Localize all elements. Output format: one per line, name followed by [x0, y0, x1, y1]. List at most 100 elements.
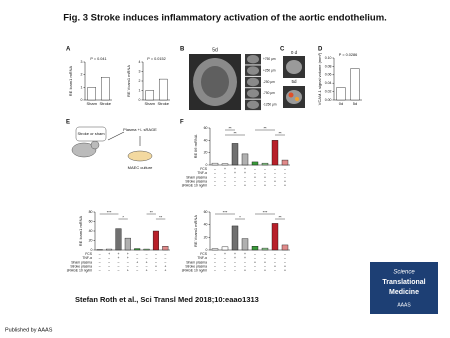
condition-sign: – [224, 175, 226, 179]
condition-sign: – [214, 179, 216, 183]
y-tick-label: 60 [204, 126, 208, 130]
condition-sign: + [244, 256, 246, 260]
condition-sign: + [264, 175, 266, 179]
bar [241, 153, 249, 166]
y-tick-label: 0.10 [325, 56, 332, 60]
bar [241, 238, 249, 251]
condition-sign: + [117, 256, 119, 260]
condition-sign: – [264, 179, 266, 183]
condition-sign: – [214, 252, 216, 256]
mri-slice-brain [247, 100, 259, 110]
culture-dish [127, 150, 153, 162]
y-tick-label: 3 [139, 69, 141, 73]
y-axis-label: RE Icam1 mRNA [68, 65, 73, 96]
y-tick-label: 0 [81, 98, 83, 102]
panel-label: E [66, 120, 70, 126]
condition-sign: – [284, 175, 286, 179]
mri-slice-brain [247, 55, 259, 64]
condition-label: Sham plasma [186, 260, 207, 264]
condition-sign: + [146, 269, 148, 273]
logo-text: Medicine [389, 289, 419, 296]
condition-sign: – [99, 252, 101, 256]
condition-sign: – [146, 256, 148, 260]
condition-label: Stroke plasma [185, 264, 207, 268]
condition-sign: + [244, 171, 246, 175]
mouse-head [90, 140, 100, 150]
condition-sign: + [164, 264, 166, 268]
bar [271, 140, 279, 166]
condition-sign: + [254, 175, 256, 179]
condition-label: Stroke plasma [185, 179, 207, 183]
significance-label: *** [263, 210, 268, 215]
condition-sign: + [234, 256, 236, 260]
condition-sign: – [274, 269, 276, 273]
y-tick-label: 40 [204, 223, 208, 227]
condition-sign: – [254, 252, 256, 256]
bar [231, 225, 239, 251]
condition-sign: – [234, 184, 236, 188]
condition-sign: – [234, 269, 236, 273]
condition-sign: – [284, 167, 286, 171]
y-axis-label: RE Il6 mRNA [193, 134, 198, 158]
bar [152, 230, 159, 251]
condition-sign: + [284, 264, 286, 268]
condition-sign: – [254, 167, 256, 171]
condition-label: FCS [200, 167, 208, 171]
condition-sign: – [214, 184, 216, 188]
figure-title: Fig. 3 Stroke induces inflammatory activ… [63, 13, 387, 24]
p-value: P = 0.0152 [147, 57, 165, 61]
condition-sign: – [264, 256, 266, 260]
bar [221, 246, 229, 251]
mri-slice-brain [247, 89, 259, 98]
condition-sign: – [284, 171, 286, 175]
y-tick-label: 80 [89, 210, 93, 214]
condition-sign: – [224, 171, 226, 175]
image-label: 5d [212, 47, 218, 53]
condition-sign: – [244, 260, 246, 264]
condition-sign: + [284, 184, 286, 188]
condition-sign: – [214, 264, 216, 268]
signal [288, 92, 294, 98]
condition-sign: + [127, 252, 129, 256]
bar [106, 248, 113, 251]
condition-label: sRAGE 10 ng/ml [67, 269, 92, 273]
x-tick-label: Stroke [99, 101, 111, 106]
condition-label: sRAGE 10 ng/ml [182, 184, 207, 188]
condition-label: Sham plasma [71, 260, 92, 264]
panel-label: B [180, 47, 185, 53]
bar [261, 247, 269, 251]
condition-sign: – [155, 256, 157, 260]
condition-sign: – [264, 252, 266, 256]
condition-sign: – [214, 256, 216, 260]
condition-sign: – [136, 252, 138, 256]
bar [211, 162, 219, 166]
condition-sign: + [117, 252, 119, 256]
footer: Published by AAAS [5, 327, 53, 333]
condition-sign: – [254, 184, 256, 188]
condition-label: FCS [85, 252, 93, 256]
significance-label: ** [233, 131, 237, 136]
significance-label: ** [263, 126, 267, 131]
condition-sign: – [108, 256, 110, 260]
condition-sign: – [224, 184, 226, 188]
logo-text: Translational [382, 279, 425, 286]
condition-sign: + [244, 269, 246, 273]
condition-sign: + [234, 167, 236, 171]
condition-sign: – [234, 175, 236, 179]
p-value: P = 0.041 [90, 57, 106, 61]
condition-sign: – [117, 269, 119, 273]
condition-label: TNF-α [197, 171, 207, 175]
condition-sign: – [274, 171, 276, 175]
condition-sign: – [224, 269, 226, 273]
condition-label: FCS [200, 252, 208, 256]
diagram-text: Plasma +/- sRAGE [123, 127, 157, 132]
condition-sign: – [274, 252, 276, 256]
condition-sign: + [224, 167, 226, 171]
image-label: 5d [291, 79, 297, 84]
x-tick-label: Sham [87, 101, 98, 106]
y-axis-label: RE Vcam1 mRNA [193, 215, 198, 247]
bar [124, 237, 131, 251]
condition-sign: + [164, 269, 166, 273]
condition-sign: – [214, 175, 216, 179]
condition-sign: – [264, 171, 266, 175]
